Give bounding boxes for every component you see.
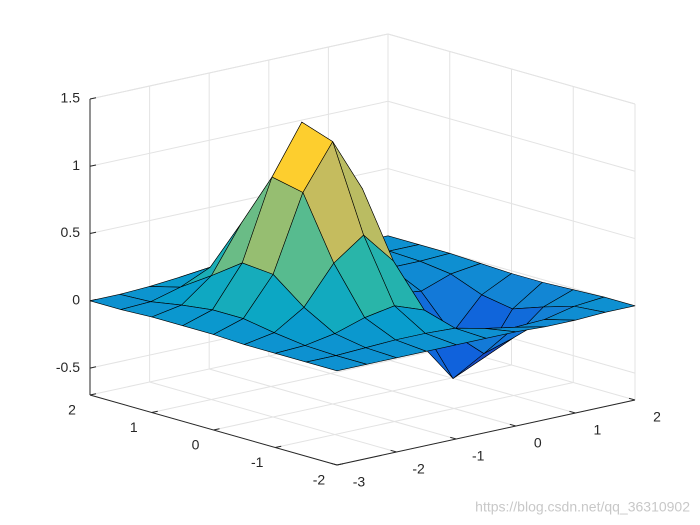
- x-axis: [336, 399, 636, 466]
- y-tick: [89, 393, 97, 396]
- x-tick-label: 1: [594, 422, 602, 438]
- z-tick-label: 1: [72, 157, 80, 173]
- box-edge: [89, 33, 389, 100]
- y-tick: [336, 463, 344, 466]
- x-tick: [628, 397, 636, 401]
- x-tick-label: -2: [412, 461, 425, 477]
- y-tick-label: 2: [68, 402, 76, 418]
- x-tick: [509, 423, 516, 427]
- y-tick-label: -2: [313, 472, 326, 488]
- x-tick-label: -3: [353, 474, 366, 490]
- z-tick: [89, 97, 97, 100]
- z-tick-label: -0.5: [56, 359, 80, 375]
- y-tick-label: 0: [192, 437, 200, 453]
- x-tick-label: 0: [534, 435, 542, 451]
- y-tick-label: -1: [251, 454, 264, 470]
- grid-line: [275, 382, 574, 448]
- x-tick-label: -1: [472, 448, 485, 464]
- x-tick: [450, 436, 457, 440]
- z-tick-label: 0.5: [61, 224, 81, 240]
- z-tick: [89, 231, 97, 235]
- y-tick: [151, 410, 158, 413]
- grid-line: [151, 347, 450, 413]
- z-tick-label: 0: [72, 292, 80, 308]
- surface-patch: [305, 355, 368, 372]
- z-tick-label: 1.5: [61, 90, 81, 106]
- x-tick: [330, 462, 338, 466]
- grid-line: [89, 100, 389, 167]
- z-tick: [89, 366, 97, 369]
- x-tick: [569, 410, 576, 414]
- x-tick-label: 2: [653, 409, 661, 425]
- grid-line: [213, 364, 512, 431]
- y-tick: [213, 428, 220, 431]
- box-edge: [387, 33, 636, 105]
- y-tick-label: 1: [130, 419, 138, 435]
- z-tick: [89, 164, 97, 167]
- watermark: https://blog.csdn.net/qq_36310902: [475, 499, 690, 515]
- y-tick: [275, 445, 282, 448]
- x-tick: [390, 449, 397, 453]
